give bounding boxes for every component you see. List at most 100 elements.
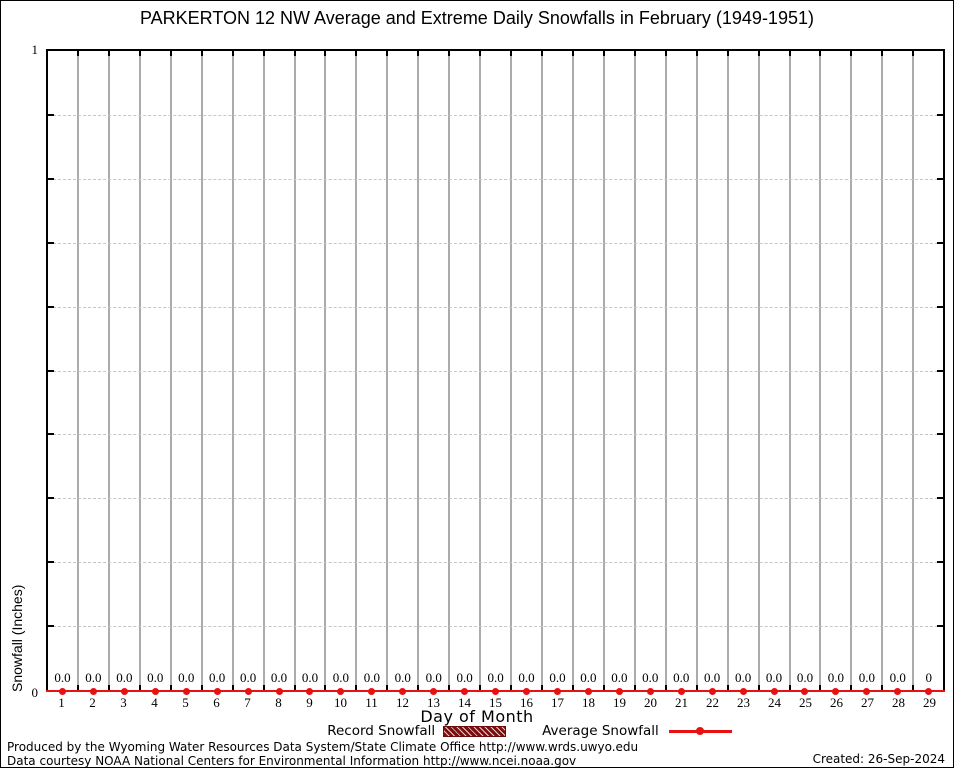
- day-tick-label: 14: [458, 695, 471, 710]
- value-label: 0.0: [796, 670, 814, 685]
- day-tick-label: 12: [396, 695, 409, 710]
- y-tick-left: [48, 177, 54, 180]
- day-tick-label: 11: [365, 695, 378, 710]
- value-label: 0.0: [209, 670, 226, 685]
- value-label: 0.0: [889, 670, 906, 685]
- average-point-marker: [306, 688, 314, 695]
- value-label: 0.0: [704, 670, 721, 685]
- x-tick-top: [881, 51, 884, 56]
- day-tick-label: 20: [644, 695, 657, 710]
- x-tick-top: [169, 51, 172, 56]
- horizontal-gridline: [48, 306, 943, 308]
- x-tick-top: [107, 51, 110, 56]
- day-tick-label: 16: [520, 695, 533, 710]
- y-tick-left: [48, 433, 54, 436]
- x-tick-top: [602, 51, 605, 56]
- footer-line-1: Produced by the Wyoming Water Resources …: [7, 740, 639, 754]
- average-point-marker: [430, 688, 438, 695]
- x-tick-bottom: [76, 685, 79, 690]
- x-tick-bottom: [510, 685, 513, 690]
- y-tick-right: [937, 113, 943, 116]
- y-tick-left: [48, 113, 54, 116]
- day-tick-label: 21: [675, 695, 688, 710]
- average-point-marker: [368, 688, 376, 695]
- average-point-marker: [615, 688, 623, 695]
- average-point-marker: [770, 688, 778, 695]
- y-tick-left: [48, 497, 54, 500]
- value-label: 0.0: [611, 670, 628, 685]
- average-point-marker: [646, 688, 654, 695]
- value-label: 0.0: [270, 670, 288, 685]
- x-tick-top: [200, 51, 203, 56]
- horizontal-gridline: [48, 434, 943, 436]
- y-tick-right: [937, 625, 943, 628]
- day-tick-label: 28: [892, 695, 905, 710]
- plot-area: 0.0 0.0 0.0 0.0 0.0 0.0 0.0 0.0 0.0 0.0 0.0 0.0 0.0 0…: [46, 49, 945, 695]
- average-point-marker: [894, 688, 902, 695]
- value-label: 0.0: [147, 670, 164, 685]
- horizontal-gridline: [48, 562, 943, 564]
- x-tick-top: [912, 51, 915, 56]
- day-tick-label: 18: [582, 695, 595, 710]
- x-tick-bottom: [293, 685, 296, 690]
- value-label: 0.0: [85, 670, 102, 685]
- x-tick-top: [386, 51, 389, 56]
- day-tick-label: 17: [551, 695, 564, 710]
- average-point-marker: [275, 688, 283, 695]
- x-tick-bottom: [819, 685, 822, 690]
- y-axis-min-label: 0: [31, 685, 39, 700]
- day-tick-label: 22: [706, 695, 719, 710]
- day-tick-label: 27: [861, 695, 874, 710]
- x-tick-top: [695, 51, 698, 56]
- average-point-marker: [492, 688, 500, 695]
- day-tick-label: 25: [799, 695, 812, 710]
- y-tick-right: [937, 177, 943, 180]
- x-tick-bottom: [664, 685, 667, 690]
- value-label: 0.0: [518, 670, 535, 685]
- average-point-marker: [213, 688, 221, 695]
- x-tick-top: [417, 51, 420, 56]
- average-point-marker: [801, 688, 809, 695]
- value-label: 0.0: [734, 670, 752, 685]
- record-snowfall-swatch-icon: [443, 725, 507, 737]
- x-tick-bottom: [757, 685, 760, 690]
- value-label: 0.0: [549, 670, 566, 685]
- x-axis-title: Day of Month: [420, 707, 534, 726]
- day-tick-label: 7: [244, 695, 251, 710]
- x-tick-top: [757, 51, 760, 56]
- value-label: 0.0: [487, 670, 504, 685]
- value-label: 0.0: [765, 670, 783, 685]
- average-point-marker: [584, 688, 592, 695]
- horizontal-gridline: [48, 370, 943, 372]
- average-point-marker: [399, 688, 407, 695]
- x-tick-bottom: [231, 685, 234, 690]
- value-label: 0.0: [673, 670, 690, 685]
- x-tick-top: [324, 51, 327, 56]
- x-tick-top: [510, 51, 513, 56]
- value-label: 0.0: [642, 670, 659, 685]
- horizontal-gridline: [48, 242, 943, 244]
- average-point-marker: [832, 688, 840, 695]
- day-column: 0: [914, 51, 943, 695]
- day-tick-label: 24: [768, 695, 781, 710]
- day-tick-label: 19: [613, 695, 626, 710]
- value-label: 0.0: [827, 670, 845, 685]
- value-label: 0.0: [363, 670, 380, 685]
- y-tick-right: [937, 369, 943, 372]
- x-tick-bottom: [695, 685, 698, 690]
- x-tick-bottom: [262, 685, 265, 690]
- day-tick-label: 8: [275, 695, 282, 710]
- value-label: 0.0: [580, 670, 597, 685]
- value-label: 0.0: [456, 670, 473, 685]
- x-tick-bottom: [602, 685, 605, 690]
- day-tick-label: 10: [334, 695, 347, 710]
- x-tick-top: [138, 51, 141, 56]
- x-tick-top: [633, 51, 636, 56]
- value-label: 0.0: [301, 670, 319, 685]
- average-point-marker: [553, 688, 561, 695]
- x-tick-bottom: [726, 685, 729, 690]
- x-tick-bottom: [448, 685, 451, 690]
- day-tick-label: 15: [489, 695, 502, 710]
- y-tick-left: [48, 305, 54, 308]
- day-tick-label: 2: [89, 695, 96, 710]
